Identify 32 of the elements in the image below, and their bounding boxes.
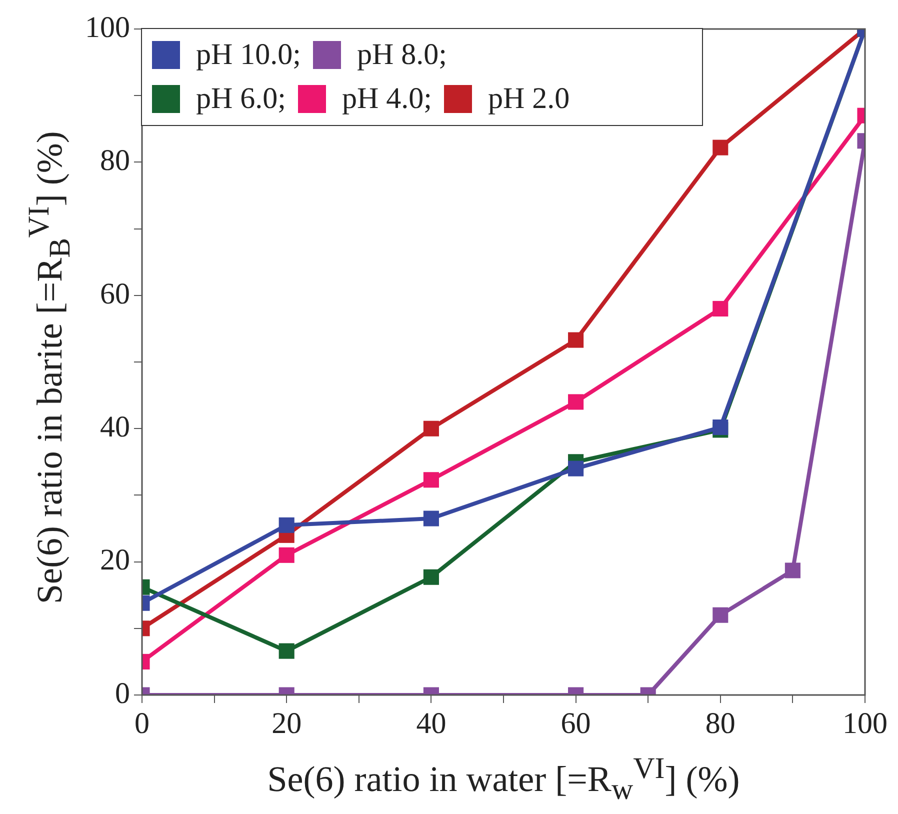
x-tick-label: 40 bbox=[416, 706, 446, 740]
point bbox=[568, 332, 584, 348]
point bbox=[568, 394, 584, 410]
point bbox=[712, 300, 728, 316]
legend-label: pH 4.0; bbox=[342, 82, 432, 116]
point bbox=[712, 607, 728, 623]
y-tick-label: 80 bbox=[100, 144, 130, 178]
point bbox=[423, 472, 439, 488]
point bbox=[423, 420, 439, 436]
x-tick-label: 100 bbox=[842, 706, 888, 740]
point bbox=[784, 562, 800, 578]
y-tick-label: 60 bbox=[100, 277, 130, 310]
y-tick-label: 100 bbox=[85, 10, 130, 44]
legend-label: pH 6.0; bbox=[196, 82, 286, 116]
point bbox=[278, 517, 294, 533]
point bbox=[712, 419, 728, 436]
point bbox=[568, 460, 584, 476]
x-tick-label: 80 bbox=[705, 706, 736, 740]
y-tick-label: 0 bbox=[115, 676, 130, 710]
x-axis-title: Se(6) ratio in water [=R$_{w}$$^{VI}$] (%) bbox=[266, 752, 741, 808]
point bbox=[278, 643, 294, 659]
y-tick-label: 20 bbox=[100, 544, 130, 577]
legend-label: pH 8.0; bbox=[357, 38, 447, 72]
legend-label: pH 10.0; bbox=[196, 38, 301, 72]
point bbox=[278, 547, 294, 563]
x-tick-label: 60 bbox=[560, 706, 591, 740]
y-tick-label: 40 bbox=[100, 410, 130, 444]
point bbox=[423, 569, 439, 585]
point bbox=[423, 510, 439, 526]
x-tick-label: 20 bbox=[272, 706, 302, 740]
legend-label: pH 2.0 bbox=[488, 82, 570, 116]
point bbox=[712, 140, 728, 156]
